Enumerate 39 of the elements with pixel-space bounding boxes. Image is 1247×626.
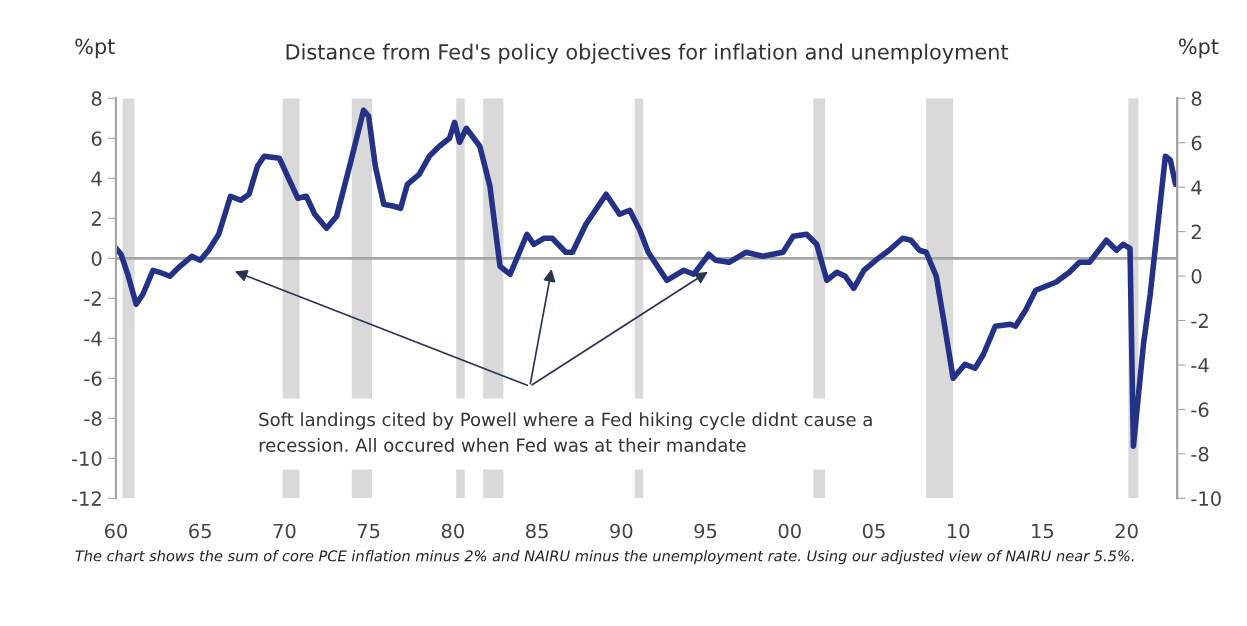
- x-tick-label: 65: [189, 523, 211, 539]
- y-axis-title: %pt: [75, 38, 115, 59]
- y-tick-label: 0: [91, 251, 102, 266]
- y2-tick-label: 2: [1191, 224, 1201, 240]
- x-tick-label: 10: [947, 523, 970, 539]
- y-tick-label: -6: [84, 371, 102, 386]
- x-tick-label: 05: [862, 523, 885, 539]
- y2-tick-label: -2: [1191, 313, 1208, 328]
- chart-title: Distance from Fed's policy objectives for inflation and unemployment: [286, 43, 1009, 64]
- annotation: Soft landings cited by Powell where a Fed hiking cycle didnt cause a recession. All occured when Fed was at their mandate: [259, 412, 872, 452]
- y-tick-label: -12: [71, 491, 101, 506]
- y2-tick-label: -8: [1191, 446, 1209, 462]
- x-tick-label: 80: [441, 523, 464, 539]
- y2-tick-label: -10: [1191, 491, 1221, 506]
- y-tick-label: -2: [84, 291, 101, 306]
- y2-tick-label: 4: [1191, 180, 1202, 195]
- text: The chart shows the sum of core PCE inflation minus 2% and NAIRU minus the unemployment rate. Using our adjusted view of NAIRU near 5.5%.: [75, 550, 1134, 565]
- x-tick-label: 95: [694, 523, 717, 539]
- y-tick-label: -10: [71, 451, 102, 466]
- y-tick-label: 2: [91, 211, 101, 226]
- x-tick-label: 60: [104, 523, 128, 539]
- x-tick-label: 75: [357, 523, 380, 539]
- y2-tick-label: -4: [1191, 358, 1209, 373]
- x-tick-label: 85: [526, 523, 548, 539]
- x-tick-label: 70: [273, 523, 296, 539]
- y-tick-label: -8: [84, 411, 102, 426]
- y-tick-label: 8: [91, 91, 102, 106]
- y2-tick-label: -6: [1191, 402, 1209, 418]
- y-tick-label: 6: [91, 131, 102, 146]
- y2-tick-label: 0: [1191, 269, 1202, 284]
- y-tick-label: -4: [84, 331, 102, 346]
- y2-axis-title: %pt: [1178, 38, 1219, 59]
- x-tick-label: 15: [1032, 523, 1054, 539]
- x-tick-label: 00: [778, 523, 801, 539]
- y-tick-label: 4: [91, 171, 102, 186]
- y2-tick-label: 6: [1191, 135, 1202, 151]
- x-tick-label: 20: [1115, 523, 1138, 539]
- x-tick-label: 90: [610, 523, 633, 539]
- y2-tick-label: 8: [1191, 91, 1202, 106]
